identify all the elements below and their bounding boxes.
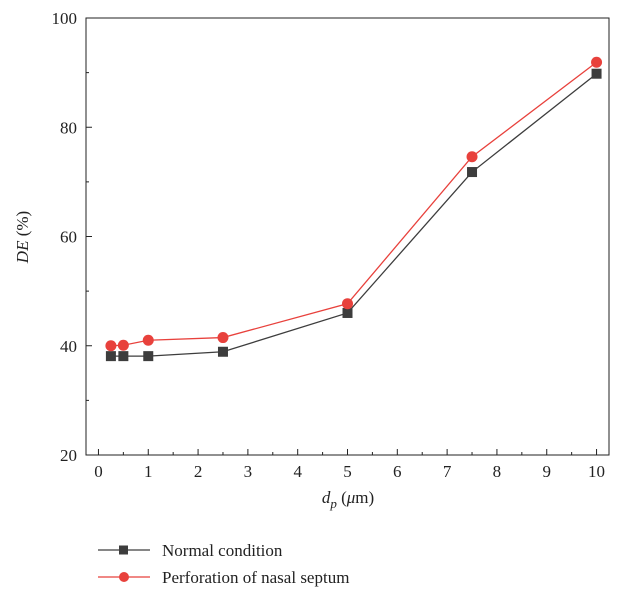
series-line [110, 61, 597, 347]
x-axis-label-unit-prefix: ( [337, 488, 347, 507]
legend-marker-circle [119, 572, 129, 582]
x-tick-label: 6 [393, 462, 402, 481]
legend-item: Perforation of nasal septum [98, 568, 349, 587]
data-point-square [217, 346, 228, 357]
legend: Normal condition Perforation of nasal sep… [98, 541, 349, 587]
x-axis-label-sub: p [329, 496, 337, 511]
data-point-square [143, 351, 154, 362]
data-point-square [591, 68, 602, 79]
x-tick-label: 8 [493, 462, 502, 481]
x-tick-label: 2 [194, 462, 203, 481]
y-axis-label-var: DE [13, 240, 32, 264]
x-tick-label: 5 [343, 462, 352, 481]
data-point-circle [591, 56, 603, 68]
series-0 [105, 68, 602, 362]
data-point-circle [342, 298, 353, 310]
y-axis-label: DE (%) [13, 211, 32, 264]
series-layer [105, 56, 603, 362]
x-tick-label: 3 [244, 462, 253, 481]
y-tick-label: 80 [60, 118, 77, 137]
axes: 0 1 2 3 4 5 6 7 8 9 10 20 40 60 80 100 [52, 9, 610, 481]
x-tick-label: 4 [293, 462, 302, 481]
legend-item: Normal condition [98, 541, 283, 560]
y-tick-label: 40 [60, 337, 77, 356]
x-axis-label-unit-rest: m) [355, 488, 374, 507]
y-tick-label: 100 [52, 9, 78, 28]
series-line [110, 73, 597, 357]
data-point-circle [217, 332, 229, 344]
data-point-square [342, 307, 353, 318]
x-axis-label-var: d [322, 488, 331, 507]
x-axis-label-unit-greek: μ [346, 488, 356, 507]
y-tick-label: 20 [60, 446, 77, 465]
x-tick-label: 7 [443, 462, 452, 481]
data-point-circle [117, 339, 129, 351]
data-point-square [118, 351, 129, 362]
legend-label: Normal condition [162, 541, 283, 560]
data-point-circle [466, 151, 478, 163]
legend-label: Perforation of nasal septum [162, 568, 349, 587]
data-point-circle [142, 334, 154, 346]
y-axis-label-unit: (%) [13, 211, 32, 241]
y-tick-label: 60 [60, 228, 77, 247]
plot-frame [85, 17, 610, 456]
x-tick-label: 9 [542, 462, 551, 481]
data-point-square [105, 351, 116, 362]
data-point-square [467, 167, 478, 178]
data-point-circle [105, 340, 117, 352]
series-1 [105, 56, 603, 352]
x-tick-label: 1 [144, 462, 153, 481]
legend-marker-square [119, 545, 128, 555]
x-axis-label: dp (μm) [322, 488, 374, 511]
x-tick-label: 10 [588, 462, 605, 481]
x-tick-label: 0 [94, 462, 103, 481]
